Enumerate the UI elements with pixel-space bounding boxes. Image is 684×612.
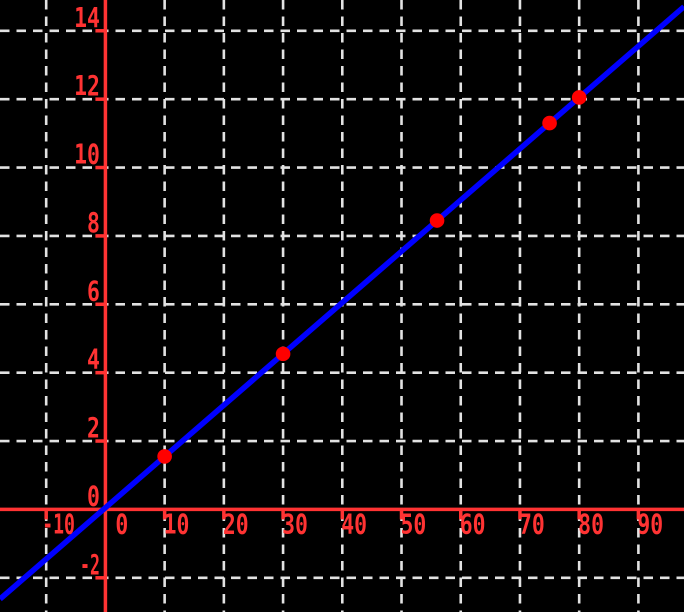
x-tick-label: 80 [578, 507, 604, 540]
y-tick-label: 12 [74, 69, 100, 102]
x-tick-label: 90 [637, 507, 663, 540]
y-tick-label: 10 [74, 138, 100, 171]
x-tick-label: 50 [401, 507, 427, 540]
y-tick-label: 8 [87, 206, 100, 239]
data-point [275, 346, 291, 362]
x-tick-label: 60 [460, 507, 486, 540]
x-tick-label: -10 [42, 507, 75, 540]
data-point [571, 90, 587, 105]
y-tick-label: 6 [87, 274, 100, 307]
y-tick-label: 14 [74, 1, 100, 34]
y-tick-label: 4 [87, 343, 100, 376]
x-tick-label: 30 [282, 507, 308, 540]
data-point [542, 115, 557, 131]
fit-line [0, 4, 684, 602]
y-tick-label: -2 [80, 548, 100, 581]
data-point [157, 449, 172, 464]
x-tick-label: 40 [341, 507, 367, 540]
x-tick-label: 0 [115, 507, 128, 540]
x-tick-label: 70 [519, 507, 545, 540]
x-tick-label: 10 [164, 507, 190, 540]
y-tick-label: 0 [87, 479, 100, 512]
x-tick-label: 20 [223, 507, 249, 540]
y-tick-label: 2 [87, 411, 100, 444]
data-point [429, 213, 445, 228]
